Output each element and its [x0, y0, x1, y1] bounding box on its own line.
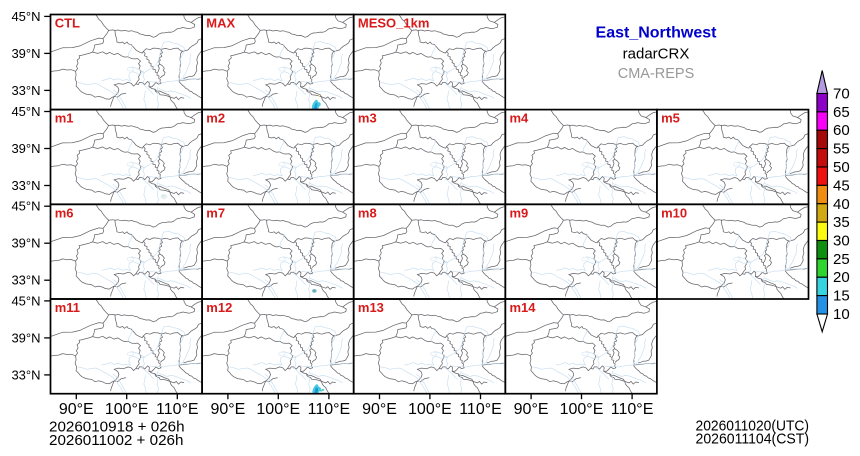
svg-text:55: 55 — [833, 141, 850, 158]
svg-text:100°E: 100°E — [256, 401, 300, 418]
svg-text:110°E: 110°E — [611, 401, 654, 418]
svg-text:m14: m14 — [510, 300, 537, 315]
svg-text:m13: m13 — [358, 300, 384, 315]
svg-text:CTL: CTL — [55, 16, 80, 31]
svg-text:East_Northwest: East_Northwest — [596, 25, 718, 42]
svg-text:MAX: MAX — [206, 16, 235, 31]
svg-text:65: 65 — [833, 104, 850, 121]
svg-text:m5: m5 — [661, 111, 680, 126]
svg-text:110°E: 110°E — [308, 401, 351, 418]
svg-text:m9: m9 — [510, 205, 529, 220]
svg-text:MESO_1km: MESO_1km — [358, 16, 430, 31]
svg-text:2026011020(UTC): 2026011020(UTC) — [696, 418, 810, 435]
svg-text:20: 20 — [833, 269, 850, 286]
svg-text:100°E: 100°E — [105, 401, 149, 418]
svg-text:2026011002 + 026h: 2026011002 + 026h — [49, 432, 183, 449]
svg-text:m10: m10 — [661, 205, 687, 220]
svg-text:m4: m4 — [510, 111, 530, 126]
svg-text:m1: m1 — [55, 111, 74, 126]
svg-text:30: 30 — [833, 233, 850, 250]
svg-text:10: 10 — [833, 306, 850, 323]
svg-text:90°E: 90°E — [59, 401, 94, 418]
svg-text:90°E: 90°E — [362, 401, 397, 418]
svg-text:45: 45 — [833, 177, 850, 194]
svg-text:110°E: 110°E — [156, 401, 199, 418]
svg-text:m12: m12 — [206, 300, 232, 315]
svg-text:45°N: 45°N — [11, 9, 40, 24]
svg-text:110°E: 110°E — [459, 401, 502, 418]
svg-text:radarCRX: radarCRX — [623, 46, 690, 63]
svg-text:25: 25 — [833, 251, 850, 268]
svg-text:45°N: 45°N — [11, 104, 40, 119]
svg-text:2026011104(CST): 2026011104(CST) — [696, 431, 810, 448]
svg-text:m11: m11 — [55, 300, 80, 315]
svg-text:70: 70 — [833, 86, 850, 103]
svg-text:39°N: 39°N — [11, 141, 40, 156]
svg-text:33°N: 33°N — [11, 83, 40, 98]
svg-text:CMA-REPS: CMA-REPS — [618, 66, 695, 82]
svg-text:m3: m3 — [358, 111, 377, 126]
svg-text:33°N: 33°N — [11, 367, 40, 382]
svg-text:39°N: 39°N — [11, 330, 40, 345]
svg-text:90°E: 90°E — [210, 401, 245, 418]
svg-text:2026010918 + 026h: 2026010918 + 026h — [49, 419, 185, 436]
svg-text:50: 50 — [833, 159, 850, 176]
svg-text:39°N: 39°N — [11, 46, 40, 61]
svg-text:100°E: 100°E — [560, 401, 604, 418]
svg-text:33°N: 33°N — [11, 273, 40, 288]
svg-text:45°N: 45°N — [11, 293, 40, 308]
svg-text:15: 15 — [833, 288, 850, 305]
svg-text:m2: m2 — [206, 111, 225, 126]
svg-text:m6: m6 — [55, 205, 74, 220]
svg-text:m8: m8 — [358, 205, 377, 220]
svg-text:100°E: 100°E — [408, 401, 452, 418]
svg-text:39°N: 39°N — [11, 236, 40, 251]
svg-text:60: 60 — [833, 122, 850, 139]
svg-text:45°N: 45°N — [11, 199, 40, 214]
svg-text:40: 40 — [833, 196, 850, 213]
svg-text:35: 35 — [833, 214, 850, 231]
svg-text:33°N: 33°N — [11, 178, 40, 193]
svg-text:m7: m7 — [206, 205, 225, 220]
svg-text:90°E: 90°E — [514, 401, 549, 418]
